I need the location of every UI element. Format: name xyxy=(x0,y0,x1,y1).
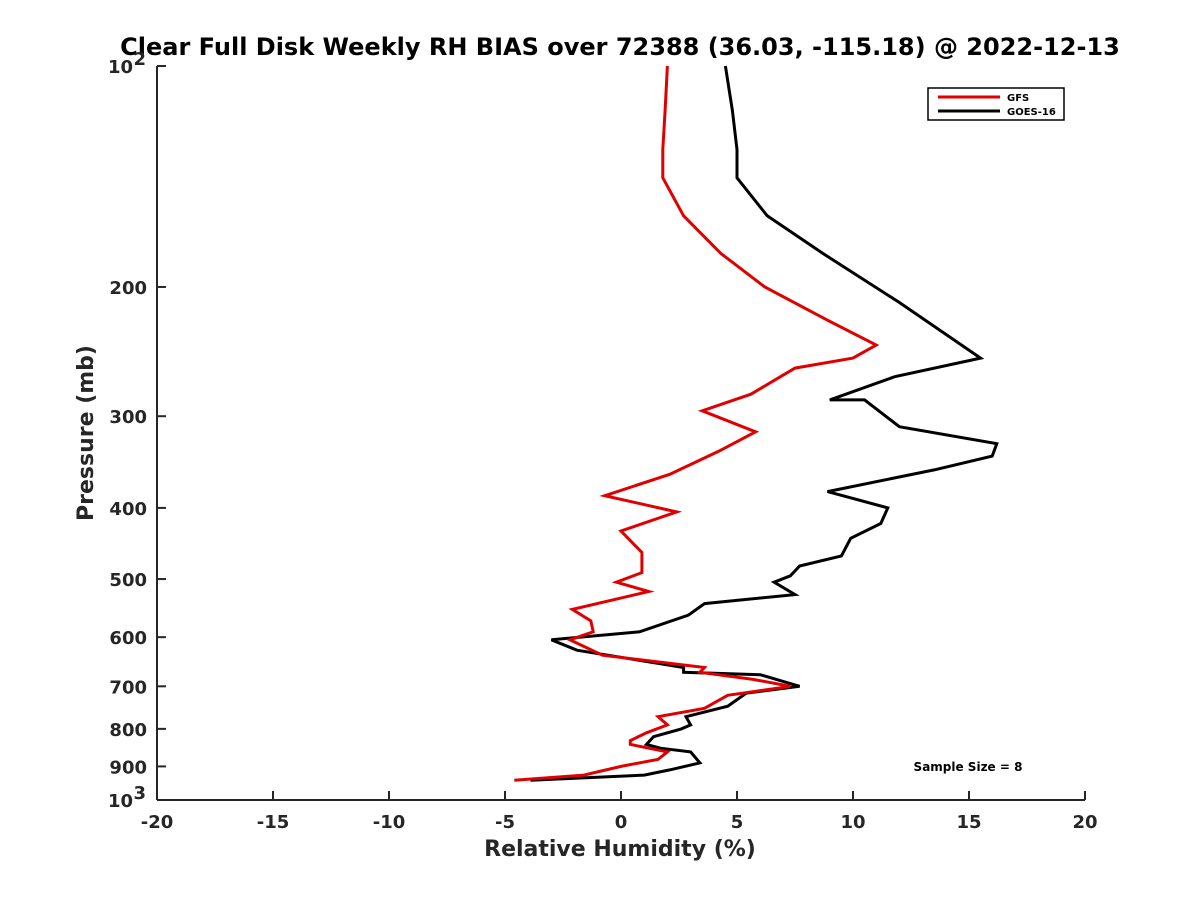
y-tick-label: 600 xyxy=(109,628,147,649)
x-tick-label: 20 xyxy=(1072,812,1097,833)
y-tick-label: 10 xyxy=(108,57,133,78)
y-tick-label: 500 xyxy=(109,570,147,591)
y-tick-label: 300 xyxy=(109,407,147,428)
y-tick-exponent: 3 xyxy=(133,783,146,804)
x-tick-label: 15 xyxy=(956,812,981,833)
y-tick-exponent: 2 xyxy=(133,49,146,70)
legend: GFS GOES-16 xyxy=(927,87,1065,121)
x-tick-label: -5 xyxy=(495,812,515,833)
legend-label-goes-16: GOES-16 xyxy=(1007,107,1056,118)
x-tick-label: 0 xyxy=(615,812,628,833)
y-tick-label: 200 xyxy=(109,278,147,299)
series-line-gfs xyxy=(514,65,880,782)
y-tick-label: 10 xyxy=(108,791,133,812)
series-layer xyxy=(514,65,999,782)
legend-label-gfs: GFS xyxy=(1007,93,1029,104)
sample-size-annotation: Sample Size = 8 xyxy=(914,760,1023,774)
x-tick-label: -20 xyxy=(141,812,174,833)
y-tick-label: 700 xyxy=(109,677,147,698)
y-tick-label: 900 xyxy=(109,757,147,778)
x-axis-label: Relative Humidity (%) xyxy=(484,837,756,862)
legend-box xyxy=(927,87,1065,121)
y-tick-label: 800 xyxy=(109,720,147,741)
series-line-goes-16 xyxy=(530,65,999,782)
x-tick-label: -10 xyxy=(373,812,406,833)
chart-title: Clear Full Disk Weekly RH BIAS over 7238… xyxy=(120,33,1120,61)
x-tick-label: -15 xyxy=(257,812,290,833)
y-tick-label: 400 xyxy=(109,499,147,520)
x-tick-label: 10 xyxy=(840,812,865,833)
x-tick-label: 5 xyxy=(731,812,744,833)
y-axis-label: Pressure (mb) xyxy=(74,345,99,521)
